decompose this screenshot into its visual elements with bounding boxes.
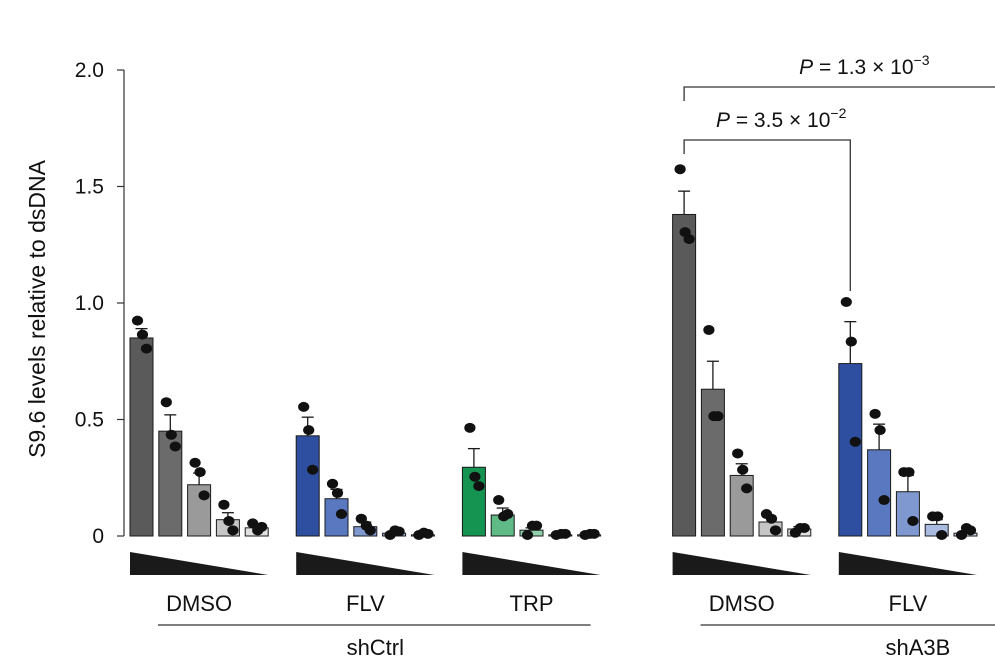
- data-point: [712, 411, 724, 422]
- data-point: [307, 464, 319, 475]
- treatment-label-TRP: TRP: [510, 591, 554, 616]
- data-point: [326, 478, 339, 489]
- dose-wedge-TRP: [462, 552, 601, 575]
- data-point: [674, 164, 686, 175]
- data-point: [298, 401, 310, 412]
- data-point: [169, 441, 181, 452]
- category-labels: DMSOFLVTRPDMSOFLVTRPshCtrlshA3B: [130, 552, 995, 660]
- group-label-shA3B: shA3B: [885, 635, 950, 660]
- data-point: [218, 499, 230, 510]
- data-point: [878, 495, 890, 506]
- treatment-label-FLV: FLV: [346, 591, 385, 616]
- annotation-dmso-trp-label: P = 1.3 × 10−3: [799, 52, 930, 79]
- y-tick-label: 1.0: [75, 292, 104, 315]
- data-point: [530, 520, 543, 531]
- treatment-label-DMSO: DMSO: [166, 591, 232, 616]
- data-point: [140, 343, 153, 354]
- dose-wedge-FLV: [838, 552, 977, 575]
- data-point: [932, 511, 944, 522]
- data-point: [849, 436, 861, 447]
- data-point: [493, 495, 505, 506]
- dose-wedge-DMSO: [672, 552, 811, 575]
- bar-shCtrl-DMSO-1: [129, 337, 154, 537]
- data-point: [303, 425, 315, 436]
- data-point: [769, 525, 782, 536]
- data-point: [473, 481, 485, 492]
- data-point: [422, 528, 434, 539]
- data-point: [964, 525, 977, 536]
- data-point: [189, 457, 201, 468]
- treatment-label-FLV: FLV: [889, 591, 928, 616]
- data-point: [331, 488, 344, 499]
- data-point: [364, 525, 376, 536]
- data-point: [464, 422, 476, 433]
- data-point: [559, 528, 571, 539]
- data-point: [521, 530, 534, 540]
- bar-shCtrl-FLV-1: [295, 435, 320, 537]
- data-point: [198, 490, 210, 501]
- data-point: [737, 464, 749, 475]
- data-point: [741, 483, 753, 494]
- bars: [129, 213, 978, 537]
- y-tick-label: 0.5: [75, 409, 104, 432]
- data-point: [335, 509, 348, 520]
- data-point: [256, 521, 268, 532]
- data-point: [765, 513, 778, 524]
- data-point: [732, 448, 744, 459]
- data-point: [840, 297, 852, 307]
- data-point: [703, 324, 715, 335]
- y-tick-label: 1.5: [75, 176, 104, 199]
- data-point: [845, 336, 857, 347]
- data-point: [683, 234, 695, 245]
- annotation-dmso-flv-line: [683, 139, 851, 291]
- data-point: [907, 516, 919, 527]
- significance-annotations: P = 1.3 × 10−3 P = 3.5 × 10−2: [683, 52, 995, 291]
- data-point: [869, 408, 881, 419]
- dose-wedge-FLV: [296, 552, 435, 575]
- data-point: [160, 397, 172, 408]
- annotation-dmso-trp-line: [683, 86, 995, 101]
- data-point: [502, 509, 514, 520]
- data-point: [194, 467, 206, 478]
- treatment-label-DMSO: DMSO: [709, 591, 775, 616]
- axes: 0 0.5 1.0 1.5 2.0 S9.6 levels relative to dsD…: [24, 59, 125, 548]
- y-tick-label: 2.0: [75, 59, 104, 82]
- bar-shA3B-FLV-2: [867, 449, 892, 537]
- data-point: [874, 425, 886, 436]
- bar-shA3B-DMSO-1: [672, 213, 697, 537]
- data-point: [223, 516, 235, 527]
- data-point: [903, 467, 915, 478]
- data-point: [131, 315, 144, 326]
- error-bars: [135, 190, 972, 535]
- bar-shA3B-FLV-3: [895, 491, 920, 537]
- y-tick-label: 0: [92, 525, 104, 548]
- dose-wedge-DMSO: [130, 552, 269, 575]
- bar-shA3B-FLV-1: [838, 363, 863, 537]
- data-point: [227, 525, 239, 536]
- data-point: [588, 528, 600, 539]
- data-point: [798, 523, 810, 534]
- data-point: [165, 429, 177, 440]
- bar-shA3B-DMSO-2: [700, 388, 725, 537]
- data-point: [393, 526, 405, 537]
- data-point: [469, 471, 481, 482]
- data-points: [131, 164, 977, 540]
- group-label-shCtrl: shCtrl: [347, 635, 404, 660]
- annotation-dmso-flv-label: P = 3.5 × 10−2: [716, 105, 847, 132]
- y-axis-title: S9.6 levels relative to dsDNA: [24, 159, 50, 458]
- data-point: [936, 530, 948, 540]
- data-point: [136, 329, 149, 340]
